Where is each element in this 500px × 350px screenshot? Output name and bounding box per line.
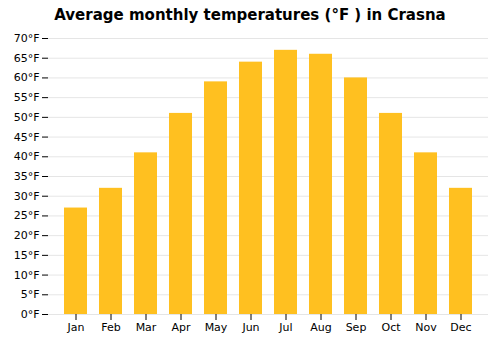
html-text:Average monthly temperatures (: Average monthly temperatures (°F ) in Cr…: [54, 6, 446, 24]
svg-text:Dec: Dec: [450, 321, 471, 334]
svg-text:55°F: 55°F: [14, 91, 40, 104]
svg-text:30°F: 30°F: [14, 190, 40, 203]
svg-text:Jan: Jan: [67, 321, 85, 334]
svg-text:25°F: 25°F: [14, 209, 40, 222]
svg-text:35°F: 35°F: [14, 170, 40, 183]
svg-text:Nov: Nov: [415, 321, 437, 334]
svg-text:50°F: 50°F: [14, 111, 40, 124]
svg-text:15°F: 15°F: [14, 249, 40, 262]
svg-text:Aug: Aug: [310, 321, 331, 334]
svg-text:10°F: 10°F: [14, 269, 40, 282]
svg-text:20°F: 20°F: [14, 229, 40, 242]
svg-text:Apr: Apr: [171, 321, 191, 334]
svg-text:Feb: Feb: [101, 321, 120, 334]
svg-text:Oct: Oct: [381, 321, 401, 334]
svg-text:0°F: 0°F: [21, 308, 40, 321]
svg-text:5°F: 5°F: [21, 288, 40, 301]
svg-text:Jun: Jun: [241, 321, 259, 334]
svg-text:70°F: 70°F: [14, 32, 40, 45]
svg-text:Sep: Sep: [346, 321, 367, 334]
svg-text:Mar: Mar: [136, 321, 157, 334]
svg-text:65°F: 65°F: [14, 52, 40, 65]
svg-text:Jul: Jul: [278, 321, 292, 334]
svg-text:45°F: 45°F: [14, 131, 40, 144]
svg-text:60°F: 60°F: [14, 71, 40, 84]
svg-text:May: May: [205, 321, 228, 334]
svg-text:40°F: 40°F: [14, 150, 40, 163]
